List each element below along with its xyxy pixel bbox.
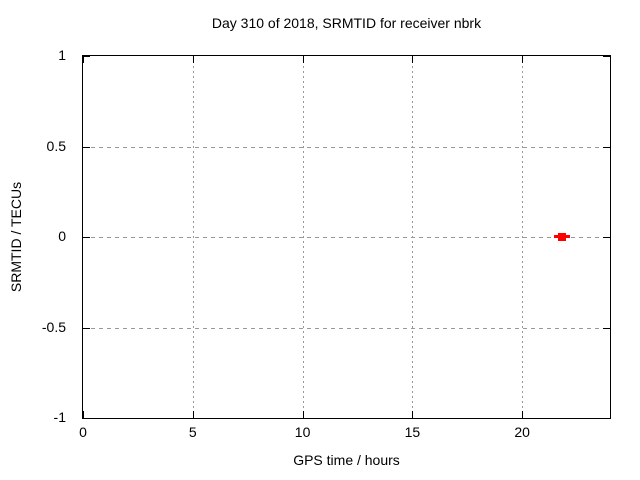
x-tick: [522, 411, 524, 418]
x-tick: [302, 56, 304, 63]
plot-area: [82, 55, 611, 419]
y-tick: [83, 56, 90, 57]
x-axis-label: GPS time / hours: [293, 452, 400, 468]
y-gridline: [83, 327, 610, 329]
y-tick-label: -0.5: [41, 318, 66, 335]
y-gridline: [83, 237, 610, 238]
x-tick-label: 10: [294, 424, 311, 440]
y-tick: [603, 56, 610, 57]
y-tick: [83, 327, 90, 329]
y-tick: [83, 237, 90, 238]
y-tick-label: 1: [58, 47, 66, 63]
y-tick: [83, 146, 90, 148]
x-tick: [302, 411, 304, 418]
y-tick: [603, 146, 610, 148]
y-tick: [603, 418, 610, 419]
y-tick: [83, 418, 90, 419]
x-tick: [522, 56, 524, 63]
x-tick-label: 15: [404, 424, 421, 440]
y-tick: [603, 237, 610, 238]
y-tick-label: 0.5: [46, 137, 66, 154]
x-tick: [192, 56, 194, 63]
y-gridline: [83, 146, 610, 148]
chart-title: Day 310 of 2018, SRMTID for receiver nbr…: [211, 15, 482, 31]
marker-square: [557, 233, 566, 241]
x-tick: [83, 411, 84, 418]
x-tick-label: 0: [79, 424, 87, 440]
y-tick: [603, 327, 610, 329]
x-tick: [192, 411, 194, 418]
x-tick: [412, 56, 414, 63]
x-tick-label: 5: [188, 424, 197, 440]
y-tick-label: 0: [58, 228, 66, 244]
x-tick: [412, 411, 414, 418]
x-tick-label: 20: [514, 424, 530, 440]
x-tick: [83, 56, 84, 63]
y-tick-label: -1: [53, 409, 66, 425]
